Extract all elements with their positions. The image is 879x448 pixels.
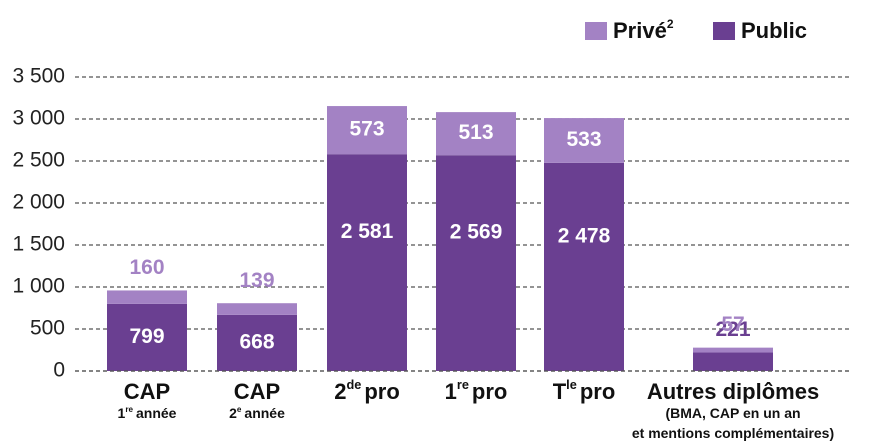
category-label: CAP	[234, 379, 280, 404]
category-label-sup: de	[346, 377, 361, 392]
legend-swatch	[713, 22, 735, 40]
category-note-part: 1	[118, 405, 126, 421]
bar-segment	[107, 290, 187, 304]
bar-segment	[544, 118, 624, 163]
legend-swatch	[585, 22, 607, 40]
value-label: 799	[129, 325, 164, 348]
legend-name: Privé	[613, 18, 667, 43]
category-label-part: 2	[334, 379, 346, 404]
bar-segment	[436, 112, 516, 156]
value-label: 533	[566, 128, 601, 151]
category-label-part: pro	[580, 379, 615, 404]
category-note-sup: e	[237, 405, 242, 414]
category-note-part: 2	[229, 405, 237, 421]
category-label: Tle pro	[553, 377, 616, 404]
value-label: 2 581	[341, 220, 394, 243]
bar-segment	[327, 106, 407, 155]
value-label: 57	[721, 313, 744, 336]
value-label: 139	[239, 269, 274, 292]
category-note: et mentions complémentaires)	[632, 425, 834, 441]
bar-segment	[544, 162, 624, 371]
category-label-part: pro	[364, 379, 399, 404]
y-tick-label: 3 500	[12, 65, 65, 88]
category-label: CAP	[124, 379, 170, 404]
category-label: Autres diplômes	[647, 379, 819, 404]
y-tick-label: 500	[30, 317, 65, 340]
y-tick-label: 1 500	[12, 233, 65, 256]
category-note-part: année	[244, 405, 285, 421]
bar-segment	[217, 303, 297, 315]
y-tick-label: 1 000	[12, 275, 65, 298]
value-label: 160	[129, 256, 164, 279]
category-note-sup: re	[125, 405, 133, 414]
legend-footnote: 2	[667, 17, 674, 31]
bar-segment	[217, 314, 297, 371]
category-label-part: T	[553, 379, 567, 404]
category-note: 1re année	[118, 405, 177, 421]
bar-segment	[436, 155, 516, 371]
category-note-part: et mentions complémentaires)	[632, 425, 834, 441]
category-label-sup: le	[566, 377, 577, 392]
value-label: 573	[349, 118, 384, 141]
legend-label: Public	[741, 18, 807, 43]
bar-segment	[693, 352, 773, 371]
category-note-part: année	[136, 405, 177, 421]
legend-label: Privé2	[613, 17, 674, 43]
bar-segment	[107, 303, 187, 371]
category-label-part: 1	[445, 379, 457, 404]
value-label: 2 569	[450, 221, 503, 244]
bar-segment	[327, 154, 407, 371]
legend-name: Public	[741, 18, 807, 43]
value-label: 513	[458, 121, 493, 144]
y-tick-label: 2 000	[12, 191, 65, 214]
category-label-part: Autres diplômes	[647, 379, 819, 404]
bar-segment	[693, 347, 773, 353]
y-tick-label: 3 000	[12, 107, 65, 130]
category-label-sup: re	[457, 377, 469, 392]
value-label: 2 478	[558, 224, 611, 247]
category-label: 1re pro	[445, 377, 508, 404]
category-label-part: pro	[472, 379, 507, 404]
value-label: 221	[715, 318, 750, 341]
category-note: 2e année	[229, 405, 285, 421]
category-label-part: CAP	[124, 379, 170, 404]
category-label-part: CAP	[234, 379, 280, 404]
value-label: 668	[239, 330, 274, 353]
y-tick-label: 2 500	[12, 149, 65, 172]
category-note-part: (BMA, CAP en un an	[665, 405, 800, 421]
category-label: 2de pro	[334, 377, 400, 404]
y-tick-label: 0	[53, 359, 65, 382]
category-note: (BMA, CAP en un an	[665, 405, 800, 421]
